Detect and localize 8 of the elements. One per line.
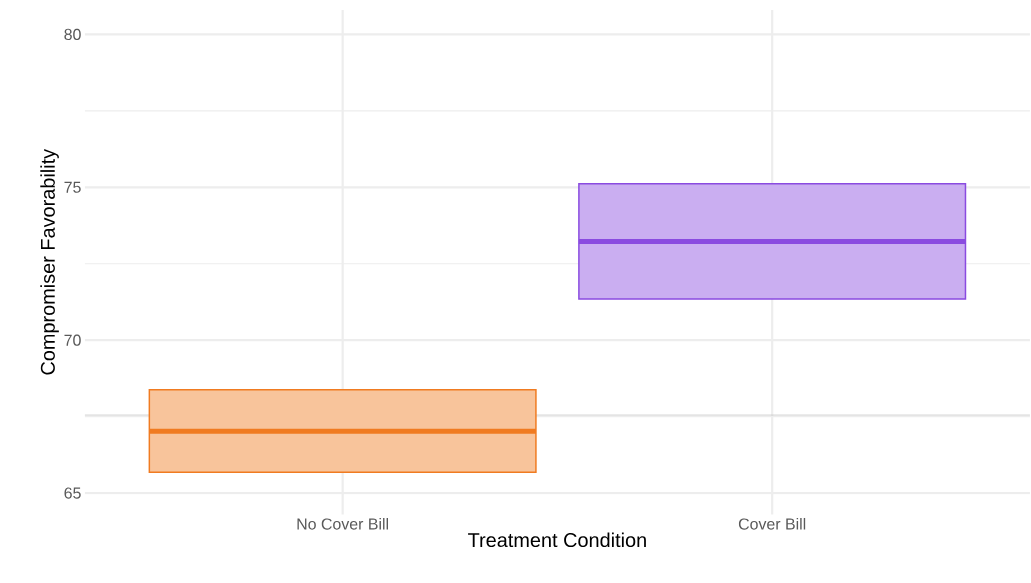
y-axis-title: Compromiser Favorability <box>40 148 59 375</box>
y-tick-label: 75 <box>64 181 81 193</box>
y-tick-label: 80 <box>64 28 81 40</box>
x-axis-title: Treatment Condition <box>468 532 646 547</box>
x-tick-label: No Cover Bill <box>297 517 388 530</box>
y-tick-label: 70 <box>64 334 81 346</box>
x-tick-label: Cover Bill <box>738 517 806 530</box>
y-tick-label: 65 <box>64 487 81 499</box>
